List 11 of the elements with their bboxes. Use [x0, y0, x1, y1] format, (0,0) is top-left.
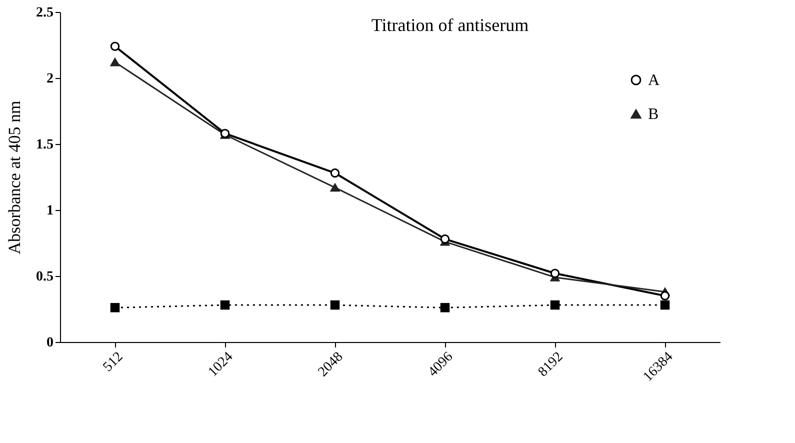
y-tick-label: 0	[46, 336, 54, 350]
y-axis-title: Absorbance at 405 nm	[5, 100, 24, 254]
legend-label: B	[648, 106, 659, 123]
y-tick-label: 1	[46, 204, 54, 218]
y-tick-label: 1.5	[36, 138, 54, 152]
x-tick-label: 512	[100, 350, 126, 375]
chart-title: Titration of antiserum	[371, 15, 529, 35]
legend-label: A	[648, 72, 660, 89]
y-tick-label: 2	[46, 72, 54, 86]
y-tick-label: 2.5	[36, 6, 54, 20]
y-tick-label: 0.5	[36, 270, 54, 284]
